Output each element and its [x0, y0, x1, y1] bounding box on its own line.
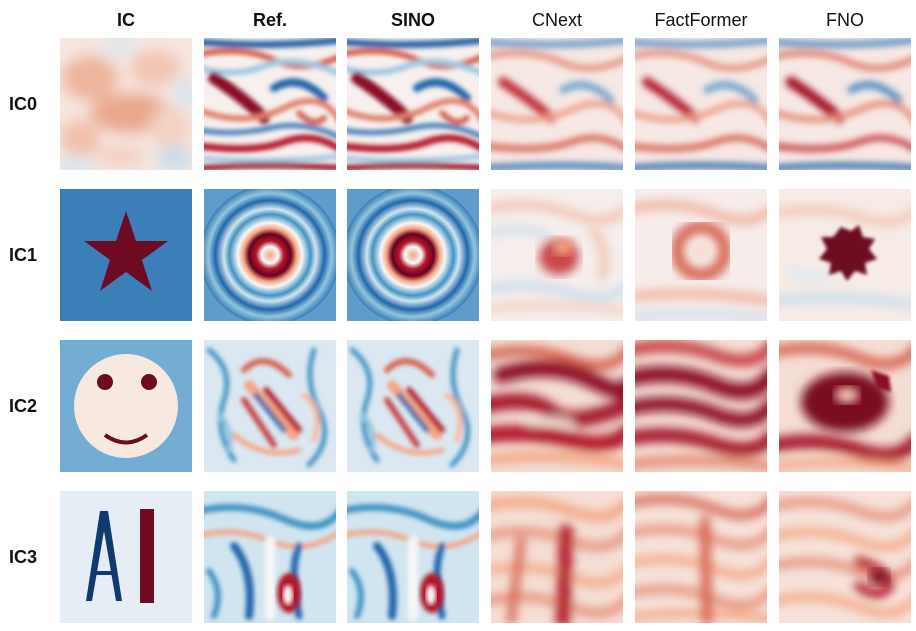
- panel-ic0-factformer: [635, 38, 767, 170]
- panel-ic2-fno: [779, 340, 911, 472]
- smiley-right-eye: [141, 374, 157, 390]
- panel-ic3-sino: [347, 491, 479, 623]
- panel-ic1-initial-condition: [60, 189, 192, 321]
- panel-ic3-factformer: [635, 491, 767, 623]
- panel-ic2-cnext: [491, 340, 623, 472]
- panel-ic0-ref: [204, 38, 336, 170]
- panel-ic3-fno: [779, 491, 911, 623]
- row-label-ic3: IC3: [8, 547, 37, 567]
- column-header-ic: IC: [117, 10, 135, 30]
- row-label-ic0: IC0: [8, 94, 37, 114]
- smiley-left-eye: [97, 374, 113, 390]
- row-label-ic1: IC1: [8, 245, 37, 265]
- panel-ic1-cnext: [491, 189, 623, 321]
- column-header-fno: FNO: [826, 10, 864, 30]
- panel-ic0-initial-condition: [60, 38, 192, 170]
- smiley-mouth: [103, 433, 149, 445]
- column-header-cnext: CNext: [531, 10, 582, 30]
- star-shape: [84, 211, 168, 291]
- column-header-factformer: FactFormer: [654, 10, 748, 30]
- panel-ic1-sino: [347, 189, 479, 321]
- letter-i-shape: [140, 509, 154, 603]
- panel-ic2-sino: [347, 340, 479, 472]
- panel-ic2-factformer: [635, 340, 767, 472]
- panel-ic1-fno: [779, 189, 911, 321]
- panel-ic3-initial-condition: [60, 491, 192, 623]
- column-header-sino: SINO: [390, 10, 435, 30]
- panel-ic0-fno: [779, 38, 911, 170]
- panel-ic2-initial-condition: [60, 340, 192, 472]
- panel-ic0-cnext: [491, 38, 623, 170]
- column-header-ref: Ref.: [252, 10, 287, 30]
- panel-ic1-factformer: [635, 189, 767, 321]
- row-label-ic2: IC2: [8, 396, 37, 416]
- panel-ic2-ref: [204, 340, 336, 472]
- panel-ic1-ref: [204, 189, 336, 321]
- panel-ic3-ref: [204, 491, 336, 623]
- panel-ic3-cnext: [491, 491, 623, 623]
- letter-a-shape: [86, 511, 122, 601]
- panel-ic0-sino: [347, 38, 479, 170]
